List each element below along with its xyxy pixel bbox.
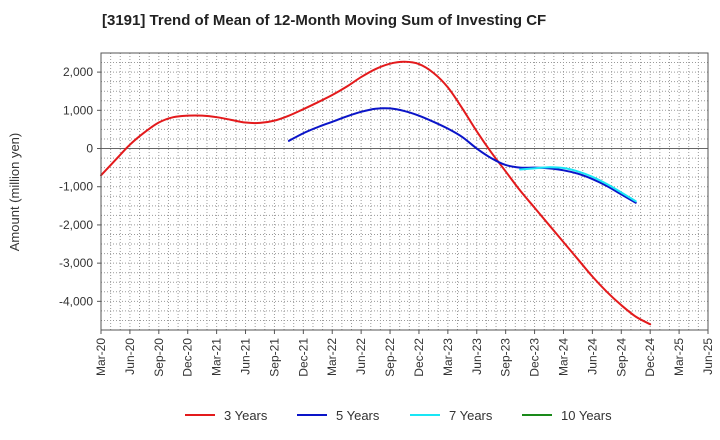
series-layer [100, 60, 652, 326]
x-tick-label: Jun-24 [585, 338, 599, 375]
x-tick-label: Dec-20 [181, 338, 195, 377]
x-tick-label: Jun-22 [354, 338, 368, 375]
plot-border [100, 52, 709, 331]
legend-label-7-years: 7 Years [449, 408, 493, 423]
x-tick-label: Mar-23 [441, 338, 455, 376]
x-tick-label: Dec-21 [296, 338, 310, 377]
x-tick-label: Sep-22 [383, 338, 397, 377]
x-tick-label: Mar-21 [210, 338, 224, 376]
series-line-3-years [100, 60, 652, 326]
legend-label-3-years: 3 Years [224, 408, 268, 423]
x-tick-label: Sep-24 [614, 338, 628, 377]
x-tick-label: Dec-22 [412, 338, 426, 377]
x-tick-label: Jun-20 [123, 338, 137, 375]
y-tick-label: 0 [86, 142, 93, 156]
x-tick-label: Sep-20 [152, 338, 166, 377]
y-tick-label: -3,000 [59, 256, 93, 270]
x-tick-label: Mar-25 [672, 338, 686, 376]
x-tick-label: Jun-23 [470, 338, 484, 375]
y-axis-ticks: 2,000 1,000 0 -1,000 -2,000 -3,000 -4,000 [59, 65, 101, 308]
legend-label-5-years: 5 Years [336, 408, 380, 423]
x-tick-label: Mar-24 [556, 338, 570, 376]
series-line-5-years [287, 107, 637, 204]
x-tick-label: Dec-23 [528, 338, 542, 377]
chart-title: [3191] Trend of Mean of 12-Month Moving … [102, 12, 547, 29]
x-axis-ticks: Mar-20 Jun-20 Sep-20 Dec-20 Mar-21 Jun-21 Sep-… [94, 330, 715, 377]
plot-area [101, 53, 708, 330]
y-tick-label: -4,000 [59, 294, 93, 308]
y-tick-label: -2,000 [59, 218, 93, 232]
x-tick-label: Dec-24 [643, 338, 657, 377]
legend: 3 Years 5 Years 7 Years 10 Years [185, 408, 612, 423]
x-tick-label: Sep-23 [499, 338, 513, 377]
y-axis-label: Amount (million yen) [7, 133, 22, 252]
x-tick-label: Mar-20 [94, 338, 108, 376]
x-tick-label: Sep-21 [267, 338, 281, 377]
x-tick-label: Mar-22 [325, 338, 339, 376]
y-tick-label: -1,000 [59, 180, 93, 194]
y-tick-label: 2,000 [63, 65, 93, 79]
y-tick-label: 1,000 [63, 103, 93, 117]
x-tick-label: Jun-25 [701, 338, 715, 375]
legend-label-10-years: 10 Years [561, 408, 612, 423]
series-line-7-years [519, 166, 637, 203]
x-tick-label: Jun-21 [239, 338, 253, 375]
